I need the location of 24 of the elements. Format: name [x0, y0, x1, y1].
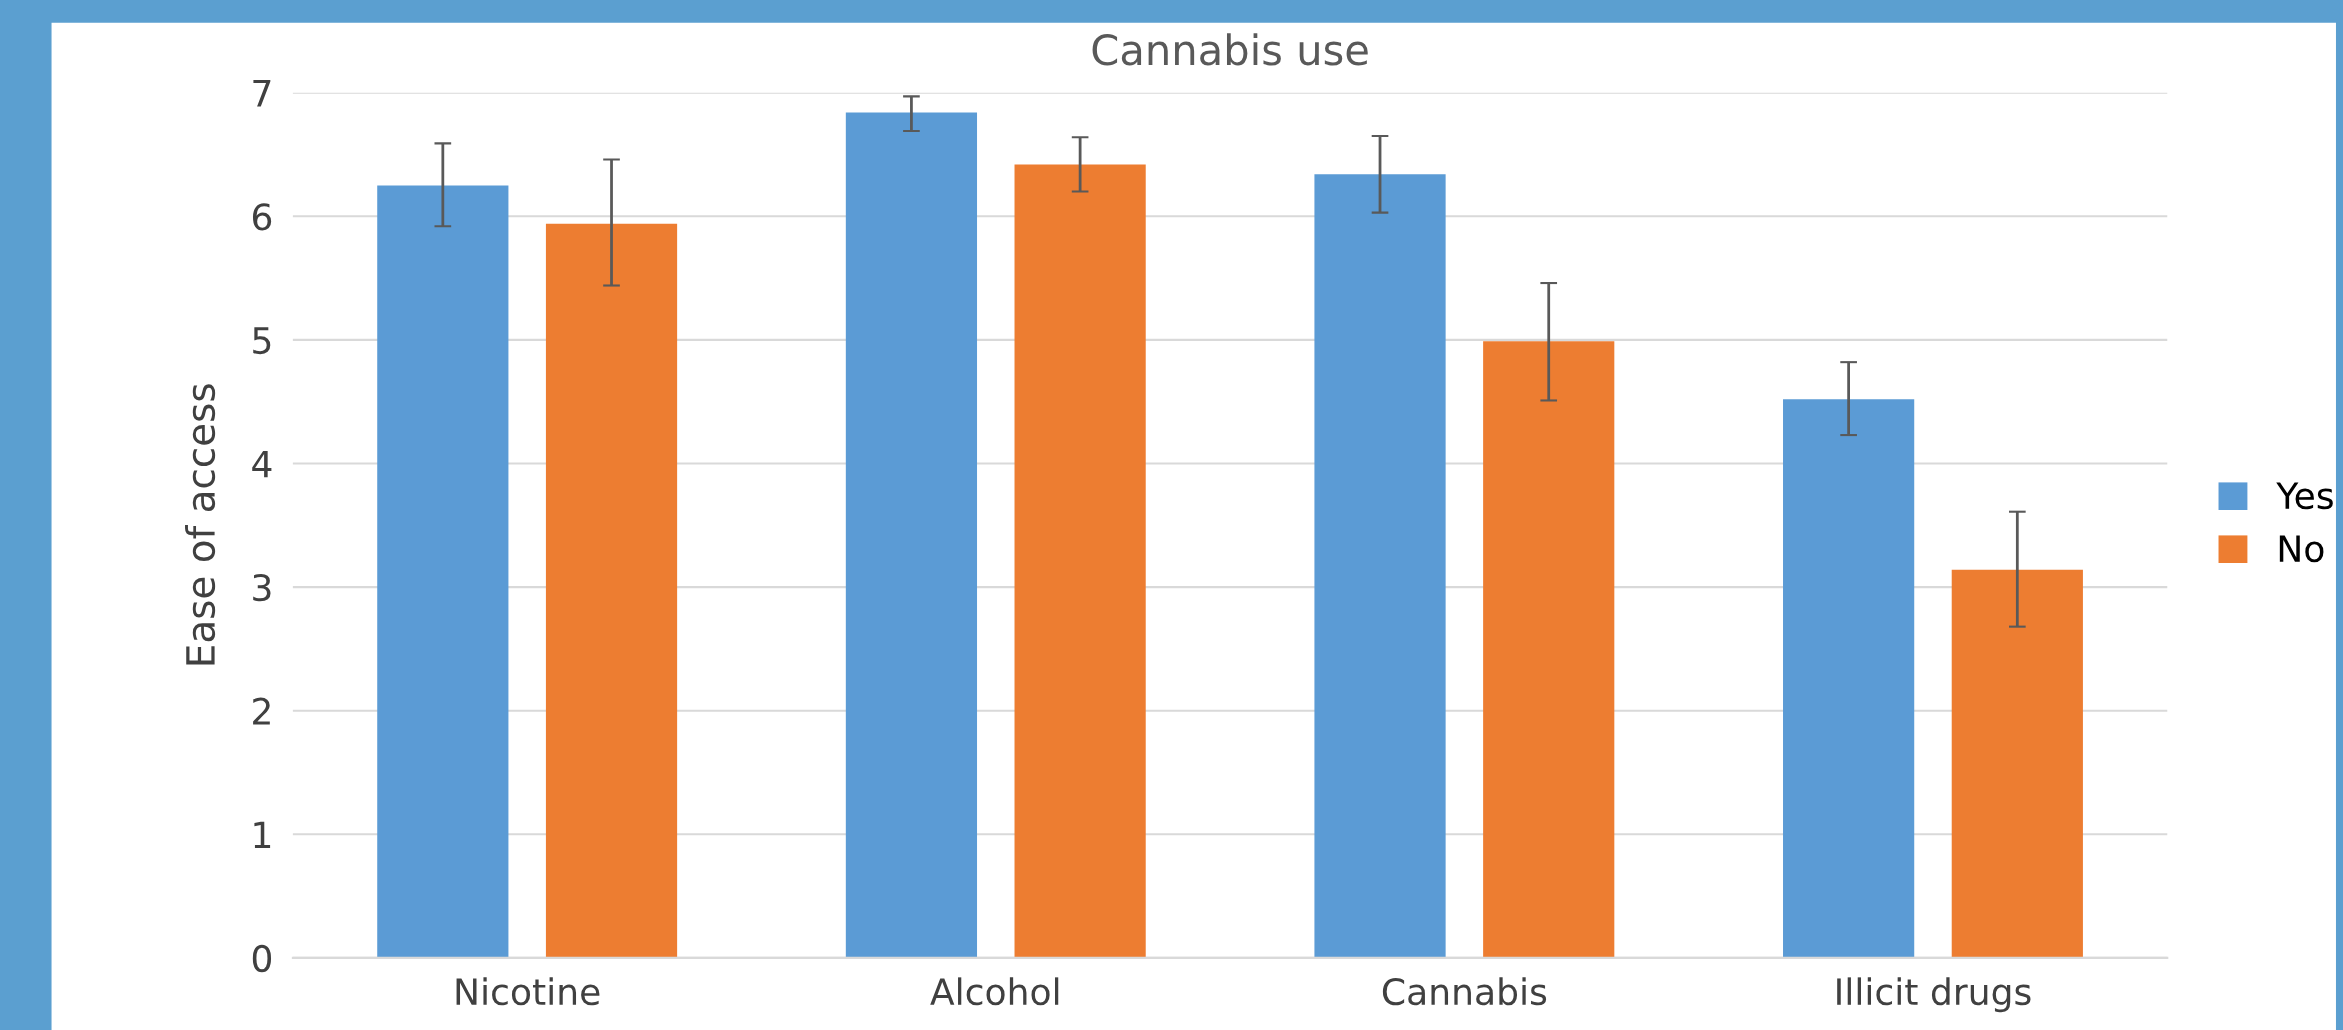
x-tick-label: Alcohol	[930, 977, 1059, 1006]
bar	[545, 223, 678, 958]
bar	[1014, 164, 1146, 958]
bar	[1483, 341, 1615, 958]
y-tick-label: 3	[253, 574, 271, 602]
y-tick-label: 5	[253, 327, 271, 355]
chart-title: Cannabis use	[1092, 33, 1368, 66]
bar	[377, 185, 509, 958]
bar	[1951, 569, 2083, 958]
y-tick-label: 6	[252, 203, 272, 231]
y-tick-label: 1	[254, 821, 271, 849]
bar	[1783, 399, 1915, 958]
y-axis-title: Ease of access	[185, 384, 216, 665]
y-tick-label: 0	[252, 944, 272, 973]
x-tick-label: Cannabis	[1382, 977, 1547, 1006]
legend-label: No	[2279, 535, 2324, 563]
x-tick-label: Illicit drugs	[1837, 977, 2031, 1013]
legend-label: Yes	[2276, 482, 2333, 510]
y-tick-label: 2	[253, 697, 270, 725]
y-tick-label: 4	[252, 450, 272, 478]
bar	[1314, 174, 1446, 958]
bar	[845, 112, 978, 958]
x-tick-label: Nicotine	[456, 977, 600, 1006]
y-tick-label: 7	[253, 80, 271, 107]
